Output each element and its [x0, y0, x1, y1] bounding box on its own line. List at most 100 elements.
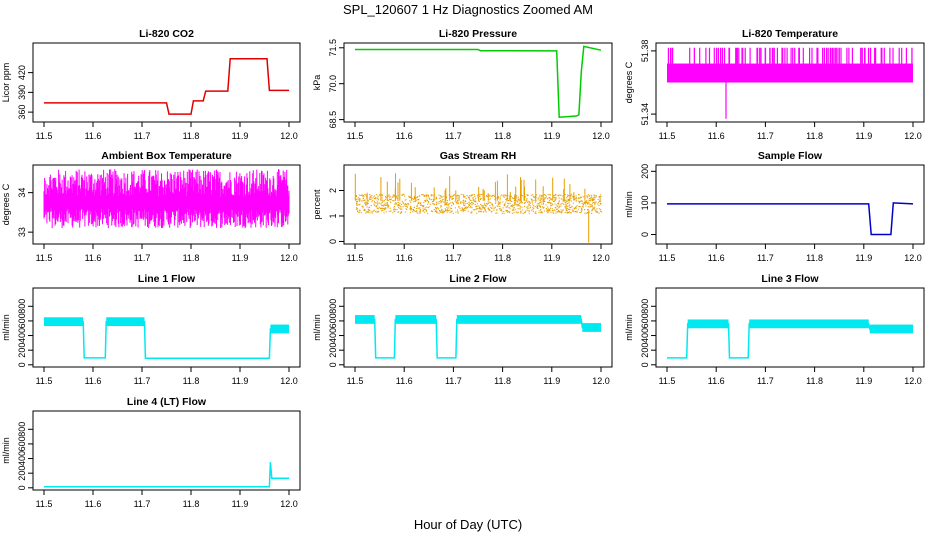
x-tick-label: 11.9 — [855, 131, 872, 141]
panel-title: Line 2 Flow — [449, 273, 507, 285]
y-tick-label: 0 — [328, 362, 338, 367]
y-axis-label: ml/min — [624, 191, 634, 218]
plot-frame — [32, 164, 301, 245]
x-tick-label: 12.0 — [592, 253, 610, 263]
data-spikes — [667, 47, 913, 119]
x-tick-label: 11.7 — [757, 376, 774, 386]
x-tick-label: 11.6 — [396, 253, 413, 263]
panel-title: Li-820 Pressure — [439, 28, 517, 40]
data-band — [355, 315, 375, 324]
y-tick-label: 200 — [640, 164, 650, 179]
x-tick-label: 11.8 — [806, 376, 823, 386]
data-band — [395, 315, 437, 324]
data-series — [44, 58, 289, 115]
y-tick-label: 600 — [17, 436, 27, 451]
data-series — [43, 169, 290, 229]
data-band — [687, 319, 729, 329]
x-tick-label: 12.0 — [592, 376, 610, 386]
x-tick-label: 11.5 — [659, 253, 676, 263]
plot-frame — [655, 42, 925, 123]
data-series — [355, 45, 602, 119]
plot-frame — [32, 287, 301, 368]
panel-title: Ambient Box Temperature — [101, 150, 232, 162]
x-tick-label: 12.0 — [904, 376, 922, 386]
y-tick-label: 68.5 — [328, 111, 338, 129]
x-tick-label: 12.0 — [280, 499, 298, 509]
x-tick-label: 11.7 — [134, 253, 151, 263]
x-tick-label: 11.9 — [232, 499, 249, 509]
x-tick-label: 11.8 — [494, 376, 511, 386]
y-tick-label: 200 — [17, 343, 27, 358]
x-tick-label: 11.7 — [134, 376, 151, 386]
plot-frame — [343, 164, 613, 245]
data-series — [667, 323, 913, 359]
y-axis-label: ml/min — [312, 314, 322, 341]
plot-frame — [343, 287, 613, 368]
panel-title: Li-820 Temperature — [742, 28, 838, 40]
x-tick-label: 11.8 — [183, 253, 200, 263]
x-tick-label: 11.7 — [445, 131, 462, 141]
y-tick-label: 800 — [640, 299, 650, 314]
y-tick-label: 420 — [17, 65, 27, 80]
x-tick-label: 11.8 — [183, 131, 200, 141]
y-tick-label: 400 — [17, 451, 27, 466]
panel-2: Li-820 Pressure kPa 11.5 11.6 11.7 11.8 11.9 12… — [312, 28, 613, 141]
x-tick-label: 11.9 — [855, 253, 872, 263]
x-tick-label: 12.0 — [280, 131, 298, 141]
y-axis-label: percent — [312, 189, 322, 220]
y-axis-label: ml/min — [1, 437, 11, 464]
y-tick-label: 51.38 — [640, 40, 650, 63]
data-series — [667, 202, 914, 236]
panel-1: Li-820 CO2 Licor ppm 11.5 11.6 11.7 11.8 11.9 1… — [1, 28, 301, 141]
data-band — [106, 317, 145, 327]
panel-4: Ambient Box Temperature degrees C 11.5 11.6… — [1, 150, 301, 263]
x-tick-label: 11.6 — [708, 131, 725, 141]
y-axis-label: ml/min — [1, 314, 11, 341]
x-tick-label: 11.7 — [134, 499, 151, 509]
y-axis-label: Licor ppm — [1, 63, 11, 103]
y-tick-label: 200 — [328, 343, 338, 358]
x-tick-label: 11.9 — [543, 376, 560, 386]
panel-title: Line 1 Flow — [138, 273, 196, 285]
x-tick-label: 12.0 — [904, 253, 922, 263]
x-tick-label: 11.5 — [659, 131, 676, 141]
data-band — [456, 315, 582, 324]
panel-8: Line 2 Flow ml/min 11.5 11.6 11.7 11.8 11.9 12.… — [312, 273, 613, 386]
panel-10: Line 4 (LT) Flow ml/min 11.5 11.6 11.7 11.8 11… — [1, 396, 301, 509]
x-tick-label: 11.6 — [85, 499, 102, 509]
y-tick-label: 0 — [17, 485, 27, 490]
x-tick-label: 12.0 — [280, 253, 298, 263]
plot-frame — [32, 410, 301, 491]
x-tick-label: 11.6 — [396, 376, 413, 386]
x-tick-label: 11.7 — [757, 131, 774, 141]
y-tick-label: 0 — [640, 232, 650, 237]
x-tick-label: 11.8 — [494, 253, 511, 263]
data-band — [44, 317, 84, 327]
x-tick-label: 11.6 — [85, 131, 102, 141]
x-tick-label: 11.6 — [396, 131, 413, 141]
y-tick-label: 33 — [17, 227, 27, 237]
plot-frame — [655, 287, 925, 368]
y-tick-label: 800 — [328, 299, 338, 314]
y-tick-label: 0 — [328, 239, 338, 244]
x-tick-label: 11.5 — [36, 499, 53, 509]
data-band — [582, 323, 601, 332]
y-tick-label: 1 — [328, 213, 338, 218]
x-tick-label: 11.5 — [659, 376, 676, 386]
plot-frame — [343, 42, 613, 123]
data-band — [667, 63, 913, 83]
y-tick-label: 400 — [640, 328, 650, 343]
y-tick-label: 600 — [640, 313, 650, 328]
panel-6: Sample Flow ml/min 11.5 11.6 11.7 11.8 11.9 12.… — [624, 150, 925, 263]
x-tick-label: 11.5 — [347, 131, 364, 141]
y-tick-label: 0 — [17, 362, 27, 367]
y-tick-label: 600 — [17, 313, 27, 328]
y-tick-label: 70.0 — [328, 75, 338, 93]
y-axis-label: kPa — [312, 75, 322, 91]
y-axis-label: ml/min — [624, 314, 634, 341]
data-band — [869, 324, 913, 334]
panel-3: Li-820 Temperature degrees C 11.5 11.6 11.7 1… — [624, 28, 925, 141]
x-tick-label: 12.0 — [592, 131, 610, 141]
x-tick-label: 11.6 — [85, 253, 102, 263]
x-tick-label: 11.7 — [134, 131, 151, 141]
